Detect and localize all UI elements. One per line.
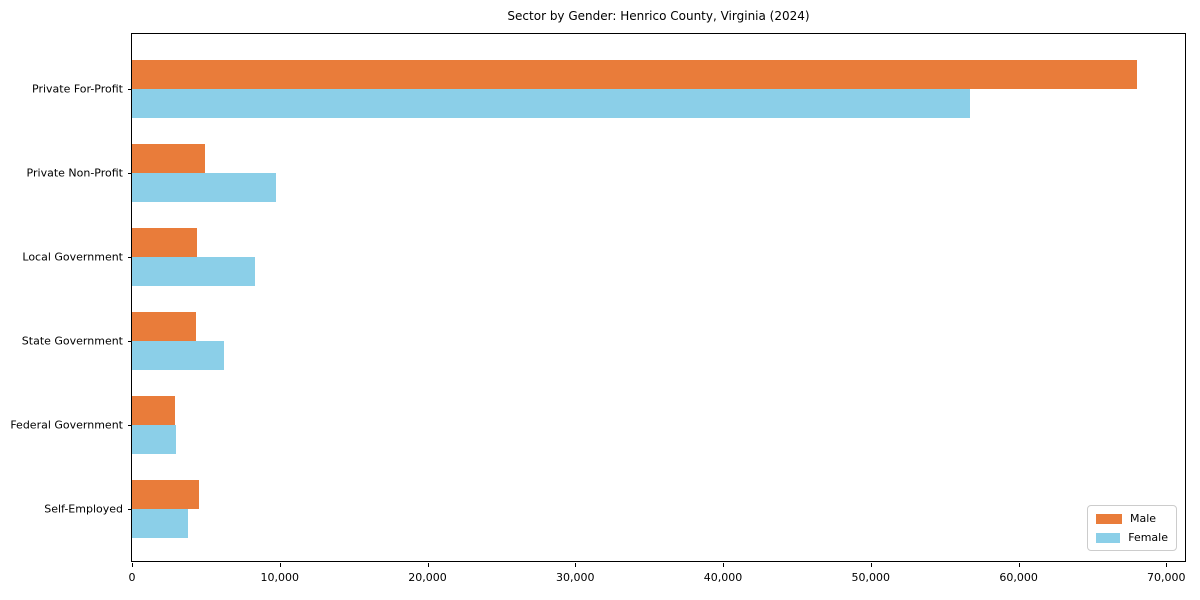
legend-swatch-female — [1096, 532, 1121, 543]
x-tick-mark — [427, 563, 429, 567]
y-tick-label-private-non-profit: Private Non-Profit — [26, 166, 123, 180]
plot-area: Male Female 0 10,000 20,000 30,000 40,000 50,… — [10, 33, 1186, 584]
x-tick-label: 20,000 — [408, 571, 447, 584]
x-tick-mark — [723, 563, 724, 567]
x-tick-mark — [279, 563, 281, 567]
x-tick-label: 70,000 — [1147, 571, 1186, 584]
y-tick-mark — [128, 341, 132, 342]
y-tick-label-state-government: State Government — [21, 334, 123, 348]
y-tick-mark — [128, 173, 132, 174]
bar-male-federal-government — [132, 396, 175, 425]
legend-item-male: Male — [1096, 512, 1168, 525]
bar-male-private-non-profit — [132, 144, 206, 173]
legend-label-male: Male — [1130, 512, 1157, 525]
x-tick-label: 10,000 — [260, 571, 300, 584]
y-tick-label-private-for-profit: Private For-Profit — [32, 82, 123, 96]
y-tick-label-federal-government: Federal Government — [10, 418, 123, 432]
x-tick-label: 60,000 — [999, 571, 1038, 584]
y-tick-mark — [128, 509, 132, 510]
bar-male-self-employed — [132, 480, 199, 509]
x-tick-label: 30,000 — [556, 571, 595, 584]
bar-female-local-government — [132, 257, 255, 286]
bar-female-self-employed — [132, 509, 188, 538]
legend-swatch-male — [1096, 513, 1122, 524]
bar-female-federal-government — [132, 425, 176, 454]
x-tick-label: 0 — [128, 571, 136, 584]
y-tick-label-local-government: Local Government — [22, 250, 123, 264]
bar-male-private-for-profit — [132, 60, 1137, 89]
x-tick-mark — [1018, 563, 1020, 567]
legend-label-female: Female — [1128, 531, 1168, 544]
bar-male-local-government — [132, 228, 197, 257]
y-tick-label-self-employed: Self-Employed — [44, 502, 123, 516]
bar-female-private-for-profit — [132, 89, 970, 118]
x-tick-mark — [132, 563, 133, 567]
x-tick-label: 40,000 — [703, 571, 743, 584]
y-tick-mark — [128, 425, 132, 426]
bar-female-state-government — [132, 341, 225, 370]
legend-item-female: Female — [1096, 531, 1168, 544]
x-tick-label: 50,000 — [851, 571, 891, 584]
bar-male-state-government — [132, 312, 197, 341]
legend: Male Female — [1087, 505, 1177, 551]
x-tick-mark — [575, 563, 577, 567]
y-tick-mark — [128, 257, 132, 258]
y-tick-mark — [128, 89, 132, 90]
x-tick-mark — [870, 563, 872, 567]
chart-title: Sector by Gender: Henrico County, Virgin… — [507, 9, 810, 23]
x-tick-mark — [1166, 563, 1168, 567]
bar-female-private-non-profit — [132, 173, 277, 202]
